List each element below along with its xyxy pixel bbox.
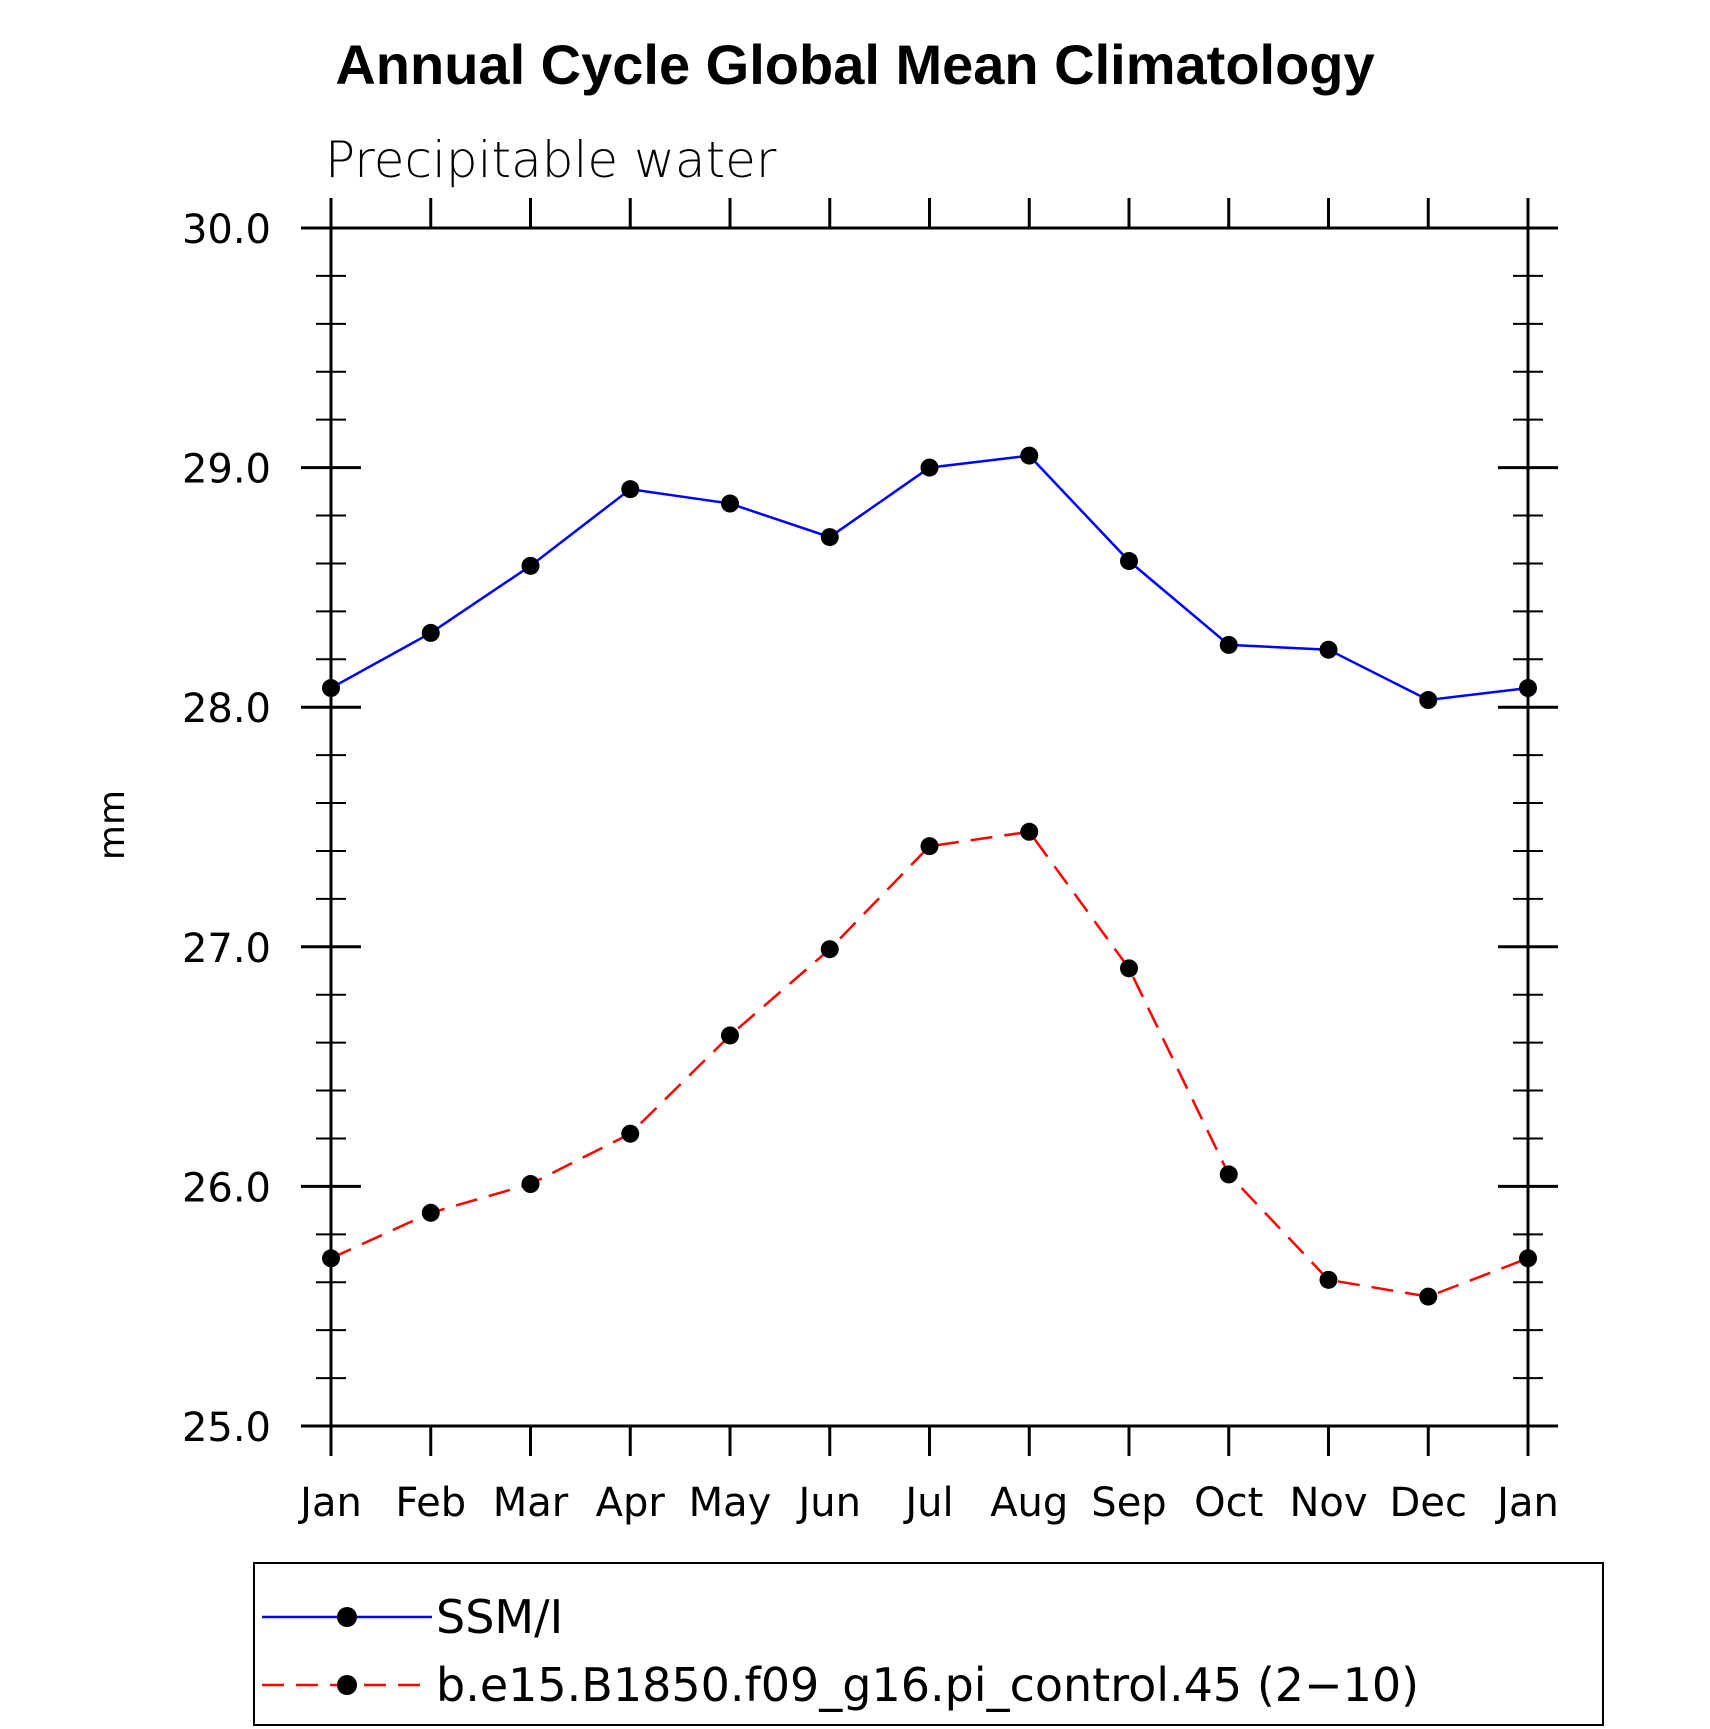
- y-tick-label: 26.0: [182, 1165, 271, 1211]
- x-tick-label: Jan: [1494, 1480, 1559, 1526]
- x-tick-label: Mar: [493, 1480, 569, 1526]
- legend-marker: [337, 1675, 357, 1695]
- data-point: [820, 940, 839, 959]
- legend-box: [253, 1562, 1604, 1726]
- legend-label: SSM/I: [436, 1590, 563, 1644]
- legend-label: b.e15.B1850.f09_g16.pi_control.45 (2−10): [436, 1658, 1419, 1712]
- tick-labels: Jan Feb Mar Apr May Jun Jul Aug Sep Oct Nov Dec Jan 2…: [182, 207, 1559, 1526]
- series-line: [330, 830, 1529, 1298]
- x-tick-label: Feb: [395, 1480, 466, 1526]
- data-point: [820, 528, 839, 547]
- data-point: [1020, 446, 1039, 465]
- x-tick-label: Sep: [1091, 1480, 1166, 1526]
- y-axis-label: mm: [92, 790, 133, 860]
- legend-marker: [337, 1607, 357, 1627]
- x-tick-label: May: [689, 1480, 772, 1526]
- data-point: [721, 494, 739, 513]
- legend-entry-1: SSM/I: [262, 1590, 563, 1644]
- data-point: [1319, 640, 1338, 659]
- y-tick-label: 25.0: [182, 1405, 271, 1451]
- x-tick-label: Aug: [990, 1480, 1068, 1526]
- plot-frame: [301, 226, 1558, 1428]
- data-point: [1120, 552, 1138, 571]
- series-1: [322, 446, 1537, 710]
- series-line: [330, 454, 1529, 702]
- data-point: [322, 1249, 340, 1268]
- y-tick-label: 28.0: [182, 686, 271, 732]
- data-point: [1319, 1270, 1338, 1289]
- data-point: [621, 1124, 640, 1143]
- data-point: [721, 1026, 739, 1045]
- legend: SSM/I b.e15.B1850.f09_g16.pi_control.45 (…: [253, 1562, 1604, 1726]
- data-point: [621, 480, 640, 499]
- y-tick-label: 27.0: [182, 926, 271, 972]
- data-point: [1419, 691, 1438, 710]
- y-tick-label: 29.0: [182, 447, 271, 493]
- data-point: [1519, 1249, 1537, 1268]
- data-point: [322, 679, 340, 698]
- data-point: [521, 556, 540, 575]
- data-point: [1020, 822, 1039, 841]
- data-point: [421, 623, 440, 642]
- data-point: [1419, 1287, 1438, 1306]
- x-tick-label: Jul: [902, 1480, 953, 1526]
- data-point: [1219, 635, 1238, 654]
- x-tick-label: Oct: [1194, 1480, 1263, 1526]
- data-point: [920, 458, 939, 477]
- data-point: [421, 1203, 440, 1222]
- chart-subtitle: Precipitable water: [325, 131, 777, 189]
- data-point: [521, 1175, 540, 1194]
- data-point: [1120, 959, 1138, 978]
- axis-ticks: [301, 198, 1558, 1456]
- data-point: [920, 837, 939, 856]
- x-tick-label: Dec: [1390, 1480, 1467, 1526]
- x-tick-label: Apr: [596, 1480, 666, 1526]
- legend-entry-2: b.e15.B1850.f09_g16.pi_control.45 (2−10): [262, 1658, 1419, 1712]
- x-tick-label: Nov: [1289, 1480, 1367, 1526]
- data-point: [1519, 679, 1537, 698]
- x-tick-label: Jan: [297, 1480, 362, 1526]
- x-tick-label: Jun: [796, 1480, 862, 1526]
- series-layer: [322, 446, 1537, 1306]
- y-tick-label: 30.0: [182, 207, 271, 253]
- data-point: [1219, 1165, 1238, 1184]
- series-2: [322, 822, 1537, 1306]
- chart-title: Annual Cycle Global Mean Climatology: [335, 33, 1374, 96]
